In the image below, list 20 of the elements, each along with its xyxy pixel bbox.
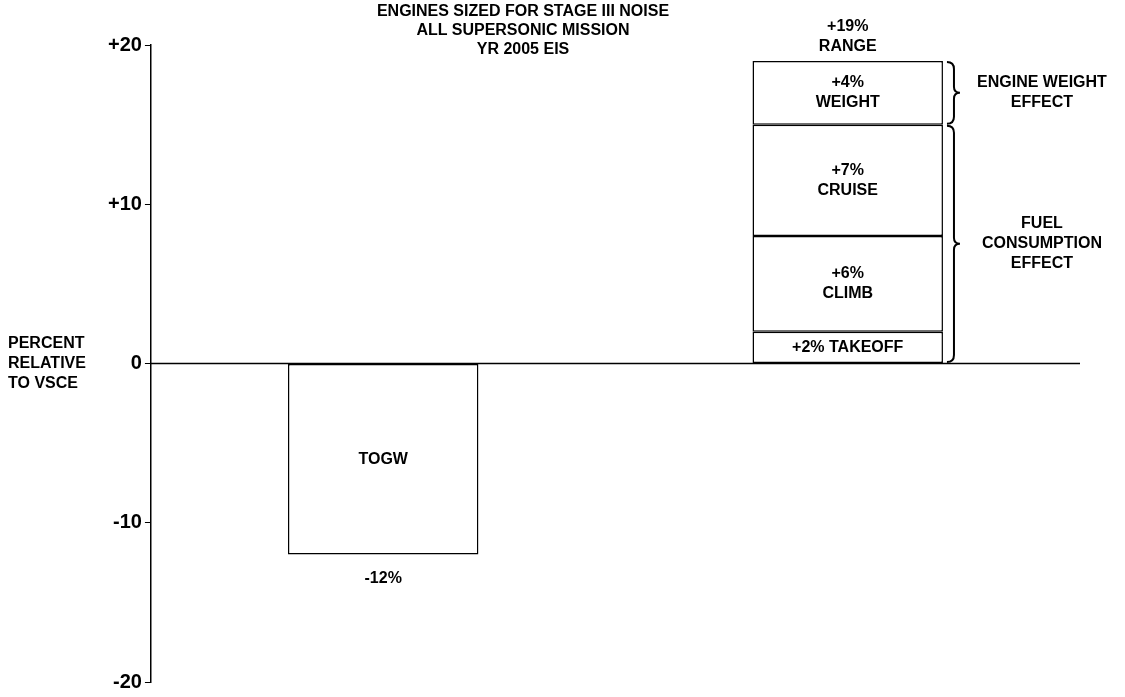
annotation: FUEL CONSUMPTION EFFECT [981, 214, 1102, 272]
y-tick-label: -20 [113, 669, 142, 692]
y-tick-label: 0 [130, 351, 142, 374]
text: +2% TAKEOFF [792, 337, 904, 355]
series-label: WEIGHT [815, 93, 880, 111]
chart-title: ENGINES SIZED FOR STAGE III NOISE ALL SUPERSONIC MISSION YR 2005 EIS [376, 2, 670, 58]
y-axis-title: PERCENT RELATIVE TO VSCE [8, 333, 87, 391]
data-label: +6% [831, 264, 864, 282]
total-label: -12% [364, 569, 402, 587]
y-tick-label: +10 [107, 191, 142, 214]
data-label: +4% [831, 73, 864, 91]
x-tick-label: RANGE [818, 37, 877, 55]
y-tick-label: -10 [113, 510, 142, 533]
total-label: +19% [827, 17, 869, 35]
x-tick-label: TOGW [358, 449, 409, 467]
data-label: +7% [831, 160, 864, 178]
series-label: CRUISE [817, 180, 879, 198]
y-tick-label: +20 [107, 32, 142, 55]
series-label: CLIMB [822, 284, 874, 302]
annotation: ENGINE WEIGHT EFFECT [977, 73, 1108, 111]
